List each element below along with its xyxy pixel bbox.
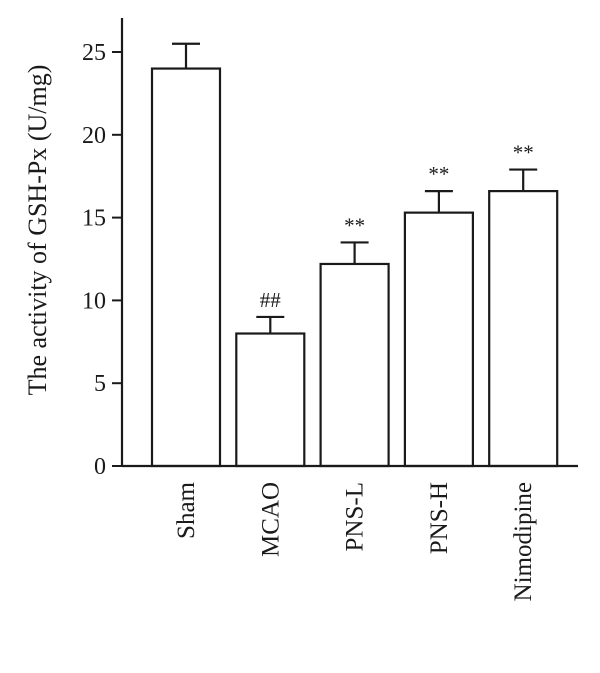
bar — [488, 190, 559, 468]
significance-markers: ## ** ** ** — [260, 141, 534, 312]
bar — [235, 332, 306, 468]
y-tick-label: 20 — [82, 123, 106, 149]
y-ticks: 0 5 10 15 20 25 — [82, 40, 122, 480]
significance-label: ** — [428, 162, 449, 186]
x-tick-label: Nimodipine — [510, 482, 537, 601]
y-axis-title: The activity of GSH-Px (U/mg) — [23, 65, 52, 396]
bars — [150, 67, 559, 468]
significance-label: ** — [513, 141, 534, 165]
significance-label: ## — [260, 288, 282, 312]
y-axis-title-group: The activity of GSH-Px (U/mg) — [23, 65, 52, 396]
bar — [403, 211, 474, 468]
y-tick-label: 5 — [94, 371, 106, 397]
y-tick-label: 0 — [94, 454, 106, 480]
y-tick-label: 10 — [82, 288, 106, 314]
x-tick-label: Sham — [173, 481, 200, 539]
bar — [319, 262, 390, 468]
axes — [120, 18, 578, 468]
bar — [150, 67, 222, 468]
x-tick-label: PNS-L — [342, 482, 369, 551]
x-tick-label: MCAO — [257, 482, 284, 557]
x-tick-label: PNS-H — [426, 482, 453, 554]
y-tick-label: 15 — [82, 206, 106, 232]
significance-label: ** — [344, 213, 365, 237]
x-tick-labels: Sham MCAO PNS-L PNS-H Nimodipine — [173, 481, 537, 601]
error-bars — [172, 42, 538, 334]
y-tick-label: 25 — [82, 40, 106, 66]
